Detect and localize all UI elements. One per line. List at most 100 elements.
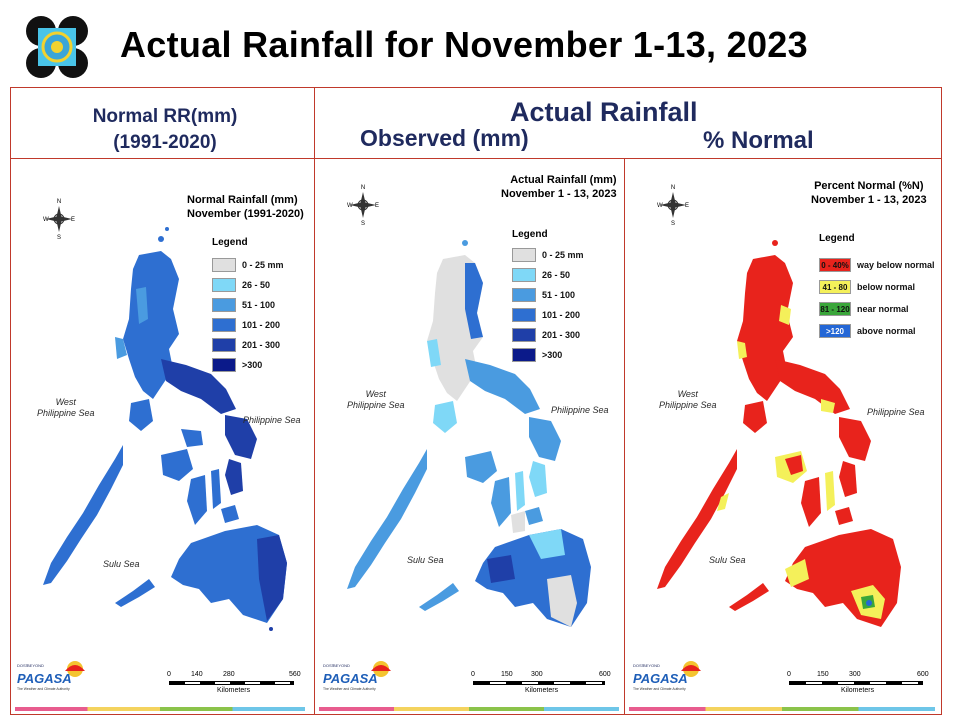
scale-bar: 0 150 300 600 Kilometers xyxy=(471,671,611,694)
philippine-sea-label: Philippine Sea xyxy=(243,415,301,425)
column-divider-1 xyxy=(314,87,315,715)
compass-rose-icon: N W E S xyxy=(43,199,75,241)
svg-text:E: E xyxy=(375,203,379,209)
compass-rose-icon: N W E S xyxy=(347,185,379,227)
mindoro-island xyxy=(743,401,767,433)
legend-swatch xyxy=(512,268,536,282)
legend-item: 41 - 80 below normal xyxy=(819,279,915,295)
svg-text:S: S xyxy=(361,221,365,227)
philippine-sea-label: Philippine Sea xyxy=(867,407,925,417)
pagasa-logo: DOST BEYOND PAGASA The Weather and Clima… xyxy=(323,661,391,691)
mindoro-island xyxy=(433,401,457,433)
svg-text:S: S xyxy=(671,221,675,227)
svg-text:E: E xyxy=(71,217,75,223)
color-strip xyxy=(319,707,619,711)
svg-text:S: S xyxy=(57,235,61,241)
legend-item: 0 - 25 mm xyxy=(512,247,584,263)
svg-text:The Weather and Climate Author: The Weather and Climate Authority xyxy=(17,687,70,691)
svg-text:BEYOND: BEYOND xyxy=(27,663,44,668)
bohol-island xyxy=(835,507,853,525)
normal-header: Normal RR(mm) (1991-2020) xyxy=(40,104,290,156)
svg-text:E: E xyxy=(685,203,689,209)
west-philippine-sea-label: West Philippine Sea xyxy=(347,389,405,410)
legend-item: 0 - 40% way below normal xyxy=(819,257,935,273)
percent-normal-map xyxy=(657,240,901,627)
compass-rose-icon: N W E S xyxy=(657,185,689,227)
legend-swatch xyxy=(212,358,236,372)
legend-swatch xyxy=(212,338,236,352)
bohol-island xyxy=(221,505,239,523)
sulu-sea-label: Sulu Sea xyxy=(407,555,444,565)
philippine-sea-label: Philippine Sea xyxy=(551,405,609,415)
map-title-percent: Percent Normal (%N) November 1 - 13, 202… xyxy=(811,180,927,206)
legend-swatch xyxy=(212,298,236,312)
panay-island xyxy=(465,451,497,483)
legend-item: >300 xyxy=(512,347,562,363)
svg-text:DOST: DOST xyxy=(323,663,335,668)
negros-island xyxy=(187,475,207,525)
percent-normal-map-panel: N W E S Percent Normal (%N) November 1 -… xyxy=(625,159,941,714)
svg-text:BEYOND: BEYOND xyxy=(643,663,660,668)
normal-header-line2: (1991-2020) xyxy=(113,132,217,153)
svg-text:DOST: DOST xyxy=(633,663,645,668)
palawan-island xyxy=(347,449,427,589)
svg-text:BEYOND: BEYOND xyxy=(333,663,350,668)
svg-text:W: W xyxy=(43,217,49,223)
leyte-island xyxy=(225,459,243,495)
svg-text:DOST: DOST xyxy=(17,663,29,668)
legend-item: 51 - 100 xyxy=(512,287,575,303)
svg-text:W: W xyxy=(657,203,663,209)
legend-swatch xyxy=(512,348,536,362)
leyte-island xyxy=(839,461,857,497)
bohol-island xyxy=(525,507,543,525)
legend-item: 201 - 300 xyxy=(212,337,280,353)
legend-swatch xyxy=(512,288,536,302)
legend-swatch: 0 - 40% xyxy=(819,258,851,272)
normal-rainfall-map xyxy=(43,227,287,631)
palawan-island xyxy=(657,449,737,589)
normal-rainfall-map-panel: N W E S Normal Rainfall (mm) November (1… xyxy=(11,159,314,714)
legend-swatch xyxy=(512,248,536,262)
svg-text:The Weather and Climate Author: The Weather and Climate Authority xyxy=(323,687,376,691)
legend-item: 101 - 200 xyxy=(512,307,580,323)
negros-island xyxy=(801,477,821,527)
legend-title: Legend xyxy=(212,237,248,248)
pagasa-logo: DOST BEYOND PAGASA The Weather and Clima… xyxy=(633,661,701,691)
samar-island xyxy=(839,417,871,461)
actual-rainfall-header: Actual Rainfall xyxy=(510,97,698,127)
pagasa-logo: DOST BEYOND PAGASA The Weather and Clima… xyxy=(17,661,85,691)
samar-island xyxy=(529,417,561,461)
west-philippine-sea-label: West Philippine Sea xyxy=(659,389,717,410)
legend-item: 201 - 300 xyxy=(512,327,580,343)
legend-swatch xyxy=(212,278,236,292)
leyte-island xyxy=(529,461,547,497)
legend-title: Legend xyxy=(512,229,548,240)
legend-item: >300 xyxy=(212,357,262,373)
legend-swatch xyxy=(212,258,236,272)
svg-text:PAGASA: PAGASA xyxy=(323,671,378,686)
cebu-island xyxy=(211,469,221,509)
svg-text:N: N xyxy=(361,185,365,191)
svg-text:N: N xyxy=(671,185,675,191)
svg-text:PAGASA: PAGASA xyxy=(17,671,72,686)
compass-n: N xyxy=(57,199,61,205)
legend-item: 0 - 25 mm xyxy=(212,257,284,273)
color-strip xyxy=(15,707,305,711)
negros-island xyxy=(491,477,511,527)
cebu-island xyxy=(515,471,525,511)
page-title: Actual Rainfall for November 1-13, 2023 xyxy=(120,24,808,65)
svg-text:The Weather and Climate Author: The Weather and Climate Authority xyxy=(633,687,686,691)
sulu-sea-label: Sulu Sea xyxy=(103,559,140,569)
scale-bar: 0 150 300 600 Kilometers xyxy=(787,671,929,694)
normal-header-line1: Normal RR(mm) xyxy=(92,106,238,127)
observed-rainfall-map-panel: N W E S Actual Rainfall (mm) November 1 … xyxy=(315,159,624,714)
legend-swatch xyxy=(512,308,536,322)
map-title-observed: Actual Rainfall (mm) November 1 - 13, 20… xyxy=(501,174,617,200)
scale-bar: 0 140 280 560 Kilometers xyxy=(167,671,301,694)
column-divider-2 xyxy=(624,158,625,715)
samar-island xyxy=(225,415,257,459)
svg-text:PAGASA: PAGASA xyxy=(633,671,688,686)
observed-rainfall-map xyxy=(347,240,591,627)
cebu-island xyxy=(825,471,835,511)
legend-item: 81 - 120 near normal xyxy=(819,302,909,316)
